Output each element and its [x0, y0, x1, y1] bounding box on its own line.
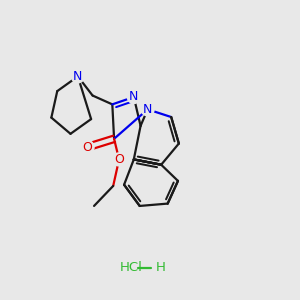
Circle shape	[71, 70, 84, 83]
Text: H: H	[155, 261, 165, 274]
Circle shape	[141, 103, 154, 116]
Circle shape	[127, 91, 140, 103]
Text: N: N	[129, 91, 139, 103]
Circle shape	[112, 153, 126, 166]
Circle shape	[81, 141, 94, 154]
Text: O: O	[114, 153, 124, 166]
Text: O: O	[82, 141, 92, 154]
Text: N: N	[143, 103, 152, 116]
Text: HCl: HCl	[119, 261, 142, 274]
Text: N: N	[73, 70, 83, 83]
